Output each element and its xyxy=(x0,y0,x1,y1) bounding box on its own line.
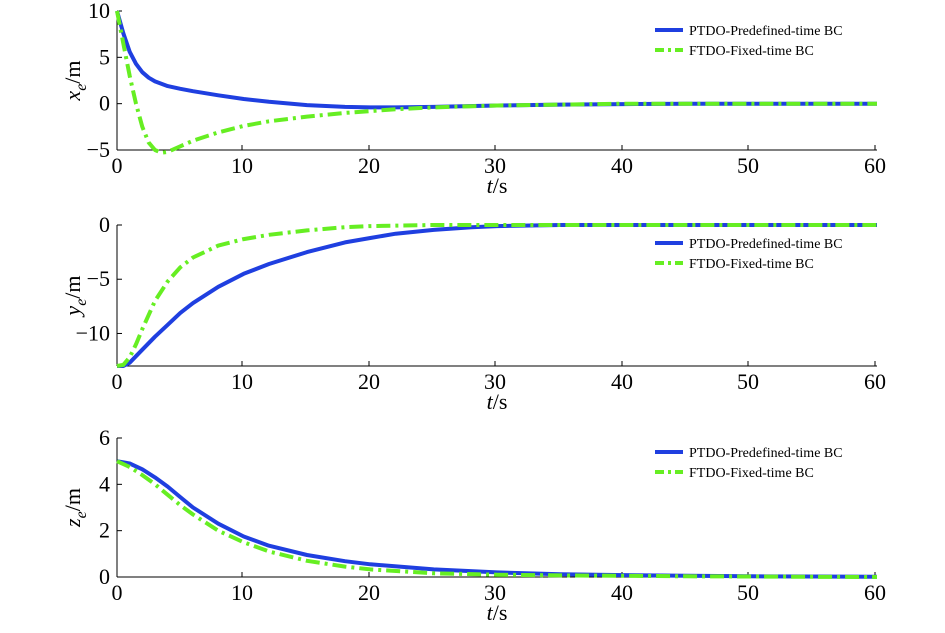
x-tick-label: 30 xyxy=(484,580,506,605)
y-axis-label-sub: e xyxy=(73,511,90,518)
y-axis-label-var: z xyxy=(60,518,85,528)
y-tick-label: 0 xyxy=(99,564,110,589)
x-axis-label-var: t xyxy=(487,173,494,198)
y-axis-label-unit: /m xyxy=(60,60,85,83)
series-line-ptdo xyxy=(115,10,877,110)
y-tick-label: 6 xyxy=(99,425,110,450)
x-tick-label: 60 xyxy=(864,153,886,178)
x-tick-label: 40 xyxy=(611,369,633,394)
x-tick-label: 40 xyxy=(611,153,633,178)
series-line-ftdo xyxy=(115,10,877,155)
series-line-ftdo xyxy=(116,223,877,368)
y-tick-label: 5 xyxy=(99,44,110,69)
x-axis-label-unit: /s xyxy=(493,600,508,625)
x-axis-label-unit: /s xyxy=(493,389,508,414)
chart-panel-3: 0 10 20 30 40 50 606420t/sze/mPTDO-Predefined-… xyxy=(60,425,886,625)
x-tick-label: 50 xyxy=(737,580,759,605)
y-tick-label: 0 xyxy=(99,91,110,116)
x-tick-label: 20 xyxy=(358,153,380,178)
x-tick-label: 10 xyxy=(231,153,253,178)
x-tick-label: 60 xyxy=(864,369,886,394)
x-axis-label-var: t xyxy=(487,389,494,414)
x-tick-label: 0 xyxy=(112,369,123,394)
x-axis-label-unit: /s xyxy=(493,173,508,198)
legend-label: PTDO-Predefined-time BC xyxy=(689,237,843,252)
x-tick-label: 20 xyxy=(358,580,380,605)
x-axis-label: t/s xyxy=(487,600,508,625)
y-tick-label: 4 xyxy=(99,471,110,496)
legend: PTDO-Predefined-time BC FTDO-Fixed-time B… xyxy=(655,446,843,481)
x-tick-label: 50 xyxy=(737,369,759,394)
legend: PTDO-Predefined-time BC FTDO-Fixed-time B… xyxy=(655,24,843,59)
y-axis-label-var: y xyxy=(60,306,85,318)
chart-panel-1: 0 10 20 30 40 50 601050−5t/sxe/mPTDO-Predefine… xyxy=(60,0,886,198)
x-tick-label: 20 xyxy=(358,369,380,394)
x-tick-label: 10 xyxy=(231,580,253,605)
x-tick-label: 50 xyxy=(737,153,759,178)
x-tick-label: 10 xyxy=(231,369,253,394)
x-axis-label: t/s xyxy=(487,389,508,414)
legend-label: FTDO-Fixed-time BC xyxy=(689,44,814,59)
x-tick-label: 0 xyxy=(112,153,123,178)
y-tick-label: 10 xyxy=(88,0,110,23)
y-axis-label: xe/m xyxy=(60,60,90,101)
y-tick-label: −5 xyxy=(87,266,110,291)
legend-label: FTDO-Fixed-time BC xyxy=(689,257,814,272)
legend-label: PTDO-Predefined-time BC xyxy=(689,24,843,39)
y-tick-label: −10 xyxy=(76,320,110,345)
y-tick-label: −5 xyxy=(87,137,110,162)
y-axis-label-sub: e xyxy=(73,84,90,91)
x-tick-label: 60 xyxy=(864,580,886,605)
y-axis-label-unit: /m xyxy=(60,275,85,298)
y-axis-label-sub: e xyxy=(73,299,90,306)
x-axis-label-var: t xyxy=(487,600,494,625)
chart-panel-2: 0 10 20 30 40 50 60 0 −5 −10 t/s ye/m PTDO-Predefine… xyxy=(60,212,886,414)
x-tick-label: 40 xyxy=(611,580,633,605)
y-axis-label-unit: /m xyxy=(60,488,85,511)
y-axis-label: ze/m xyxy=(60,488,90,528)
x-axis-label: t/s xyxy=(487,173,508,198)
y-axis-label: ye/m xyxy=(60,275,90,317)
y-tick-label: 2 xyxy=(99,518,110,543)
x-tick-label: 0 xyxy=(112,580,123,605)
x-tick-label: 30 xyxy=(484,153,506,178)
series-line-ftdo xyxy=(116,459,878,579)
y-tick-label: 0 xyxy=(99,212,110,237)
legend: PTDO-Predefined-time BC FTDO-Fixed-time B… xyxy=(655,237,843,272)
legend-label: FTDO-Fixed-time BC xyxy=(689,466,814,481)
y-axis-label-var: x xyxy=(60,91,85,102)
legend-label: PTDO-Predefined-time BC xyxy=(689,446,843,461)
x-tick-label: 30 xyxy=(484,369,506,394)
